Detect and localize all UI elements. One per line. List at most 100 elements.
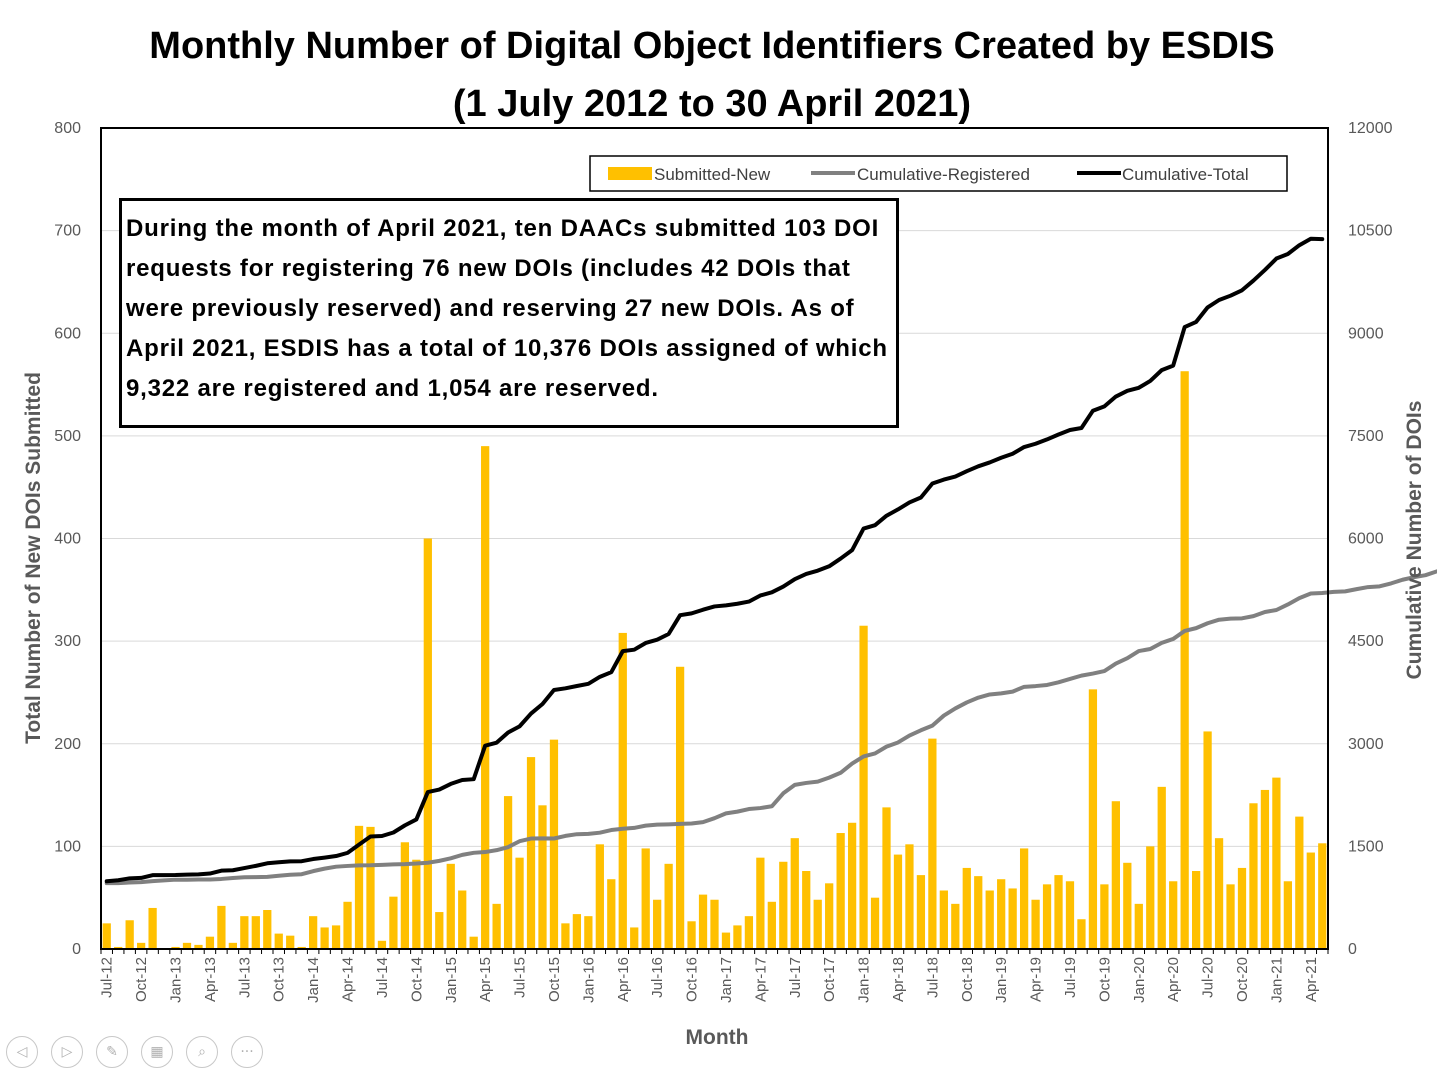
legend: Submitted-New Cumulative-Registered Cumu… [589,155,1288,192]
more-options-button[interactable]: ··· [231,1036,263,1068]
bar-submitted-new [790,838,799,949]
x-tick-label: Jan-14 [305,957,322,1003]
bar-submitted-new [698,894,708,949]
bar-submitted-new [148,907,157,949]
bar-submitted-new [1249,803,1258,949]
bar-submitted-new [228,942,238,949]
legend-label-cumulative-total: Cumulative-Total [1122,165,1249,184]
x-tick-label: Jul-16 [649,957,666,998]
x-tick-label: Jan-15 [443,957,460,1003]
y2-tick-label: 1500 [1348,838,1384,855]
bar-submitted-new [710,899,719,949]
bar-submitted-new [802,871,811,949]
y2-tick-label: 7500 [1348,428,1384,445]
bar-submitted-new [893,854,903,949]
y2-axis-title: Cumulative Number of DOIs [1403,401,1426,680]
x-tick-label: Apr-17 [752,957,769,1002]
bar-submitted-new [205,936,215,949]
bar-submitted-new [217,905,226,949]
bar-submitted-new [618,632,627,949]
y-axis-title: Total Number of New DOIs Submitted [22,372,45,744]
bar-submitted-new [595,844,604,949]
x-tick-label: Apr-14 [340,957,357,1002]
plot-area-border [100,127,1329,950]
x-tick-label: Jan-21 [1268,957,1285,1003]
y-tick-label: 600 [54,325,81,342]
y-tick-label: 400 [54,531,81,548]
bar-submitted-new [182,942,192,949]
bar-submitted-new [1054,875,1063,949]
bar-submitted-new [1318,843,1327,949]
slideshow-controls: ◁ ▷ ✎ ▦ ⌕ ··· [6,1036,263,1070]
see-all-slides-button[interactable]: ▦ [141,1036,173,1068]
bar-submitted-new [1008,888,1017,949]
bar-submitted-new [836,833,845,949]
y2-tick-label: 10500 [1348,223,1393,240]
bar-submitted-new [607,879,616,949]
bar-submitted-new [561,923,570,949]
bar-submitted-new [1111,801,1120,949]
x-tick-label: Jul-15 [512,957,529,998]
previous-slide-button[interactable]: ◁ [6,1036,38,1068]
bar-submitted-new [1100,884,1109,949]
x-tick-label: Apr-13 [202,957,219,1002]
bar-submitted-new [331,925,341,949]
zoom-button[interactable]: ⌕ [186,1036,218,1068]
bar-submitted-new [985,890,994,949]
arrow-left-icon: ◁ [16,1044,28,1060]
bar-submitted-new [389,896,398,949]
bar-submitted-new [1031,899,1040,949]
y2-tick-label: 6000 [1348,531,1384,548]
bar-submitted-new [240,916,249,949]
annotation-box: During the month of April 2021, ten DAAC… [119,198,899,428]
y2-tick-label: 9000 [1348,325,1384,342]
bar-submitted-new [481,446,490,949]
bar-submitted-new [1134,903,1143,949]
y2-tick-label: 0 [1348,941,1357,958]
x-tick-label: Jul-18 [924,957,941,998]
bar-submitted-new [1065,881,1075,949]
line-cumulative-registered [104,569,1437,886]
x-tick-label: Jul-20 [1200,957,1217,998]
bar-submitted-new [538,805,547,949]
bar-submitted-new [630,927,639,949]
bar-submitted-new [916,875,926,949]
bar-submitted-new [423,538,432,949]
pen-tool-button[interactable]: ✎ [96,1036,128,1068]
bar-submitted-new [503,796,513,949]
x-tick-label: Oct-13 [271,957,288,1002]
bar-submitted-new [951,903,960,949]
y-tick-label: 100 [54,838,81,855]
x-tick-label: Oct-17 [821,957,838,1002]
annotation-line: 9,322 are registered and 1,054 are reser… [126,375,659,402]
x-tick-label: Jul-17 [787,957,804,998]
bar-submitted-new [905,844,914,949]
x-tick-label: Jan-18 [856,957,873,1003]
x-tick-label: Jan-13 [168,957,185,1003]
x-tick-label: Oct-19 [1096,957,1113,1002]
x-tick-label: Oct-12 [133,957,150,1002]
annotation-line: April 2021, ESDIS has a total of 10,376 … [126,335,888,362]
bar-submitted-new [825,883,834,949]
bar-submitted-new [847,822,857,949]
pen-icon: ✎ [106,1044,118,1060]
bar-submitted-new [756,857,765,949]
bar-submitted-new [779,861,788,949]
bar-submitted-new [274,933,283,949]
bar-submitted-new [435,912,444,949]
y-tick-label: 0 [72,941,81,958]
bar-submitted-new [309,916,318,949]
legend-label-submitted-new: Submitted-New [654,165,771,184]
bar-submitted-new [1146,846,1155,949]
more-icon: ··· [240,1044,254,1060]
next-slide-button[interactable]: ▷ [51,1036,83,1068]
bar-submitted-new [1088,689,1098,949]
bar-submitted-new [813,899,822,949]
bar-submitted-new [458,890,467,949]
bar-submitted-new [744,916,754,949]
bar-submitted-new [1123,862,1132,949]
x-tick-label: Jul-14 [374,957,391,998]
slides-grid-icon: ▦ [150,1044,164,1060]
x-tick-label: Apr-15 [477,957,494,1002]
x-tick-label: Apr-16 [615,957,632,1002]
